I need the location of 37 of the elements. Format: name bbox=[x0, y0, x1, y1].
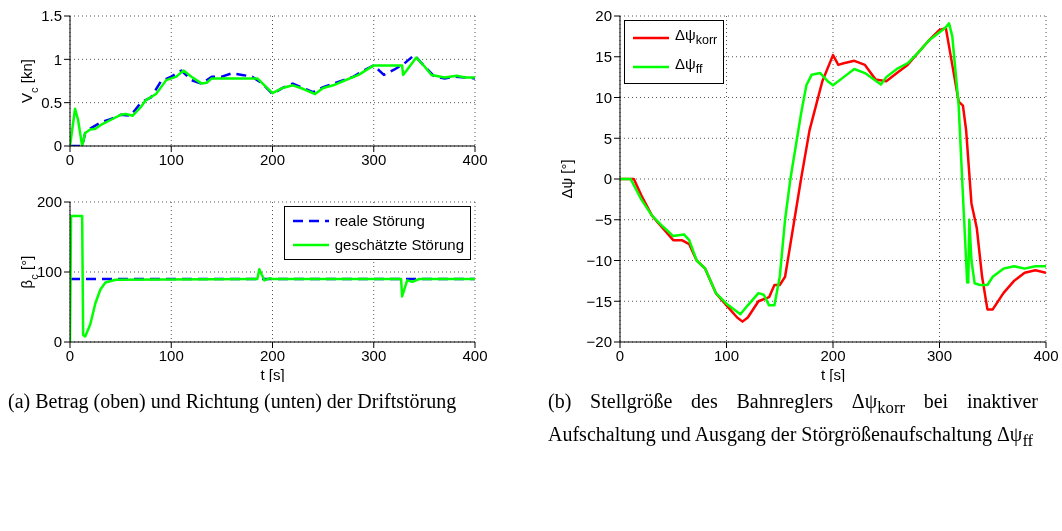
x-tick-label: 200 bbox=[259, 150, 286, 168]
x-tick-label: 300 bbox=[361, 150, 387, 168]
y-tick-label: 5 bbox=[603, 129, 612, 147]
y-tick-label: 200 bbox=[36, 193, 62, 211]
x-tick-label: 400 bbox=[1033, 346, 1059, 364]
legend-label: Δψ$_{ff}$ bbox=[675, 54, 703, 78]
y-axis-title: Δψ [°] bbox=[558, 159, 575, 199]
y-tick-label: 0.5 bbox=[41, 93, 62, 111]
legend-label: geschätzte Störung bbox=[334, 235, 464, 255]
y-tick-label: −10 bbox=[586, 251, 612, 269]
y-tick-label: 20 bbox=[595, 7, 612, 25]
y-tick-label: 0 bbox=[53, 333, 62, 351]
x-tick-label: 100 bbox=[713, 346, 740, 364]
x-tick-label: 200 bbox=[259, 346, 286, 364]
x-tick-label: 300 bbox=[361, 346, 387, 364]
y-tick-label: −20 bbox=[586, 333, 612, 351]
x-tick-label: 0 bbox=[65, 150, 75, 168]
y-tick-label: 10 bbox=[595, 88, 612, 106]
x-tick-label: 0 bbox=[65, 346, 75, 364]
y-tick-label: −5 bbox=[594, 211, 612, 229]
text: (b) Stellgröße des Bahnreglers Δψ$_{korr}$ bei inaktiver Aufschaltung und Ausgang der Störgrößenaufschaltung Δψ$_{ff}$ bbox=[548, 389, 1038, 452]
x-tick-label: 0 bbox=[615, 346, 625, 364]
legend-label: Δψ$_{korr}$ bbox=[675, 25, 718, 49]
y-tick-label: 0 bbox=[53, 137, 62, 155]
y-tick-label: 15 bbox=[595, 48, 612, 66]
x-tick-label: 300 bbox=[926, 346, 953, 364]
text: (a) Betrag (oben) und Richtung (unten) der Driftstörung bbox=[8, 389, 458, 414]
x-tick-label: 400 bbox=[462, 150, 488, 168]
y-tick-label: 0 bbox=[603, 170, 612, 188]
x-tick-label: 400 bbox=[462, 346, 488, 364]
x-tick-label: 200 bbox=[820, 346, 846, 364]
y-tick-label: 1 bbox=[53, 50, 62, 68]
x-tick-label: 100 bbox=[158, 346, 184, 364]
x-tick-label: 100 bbox=[158, 150, 184, 168]
legend-label: reale Störung bbox=[334, 211, 425, 231]
y-tick-label: 1.5 bbox=[41, 7, 62, 25]
y-tick-label: −15 bbox=[586, 292, 612, 310]
